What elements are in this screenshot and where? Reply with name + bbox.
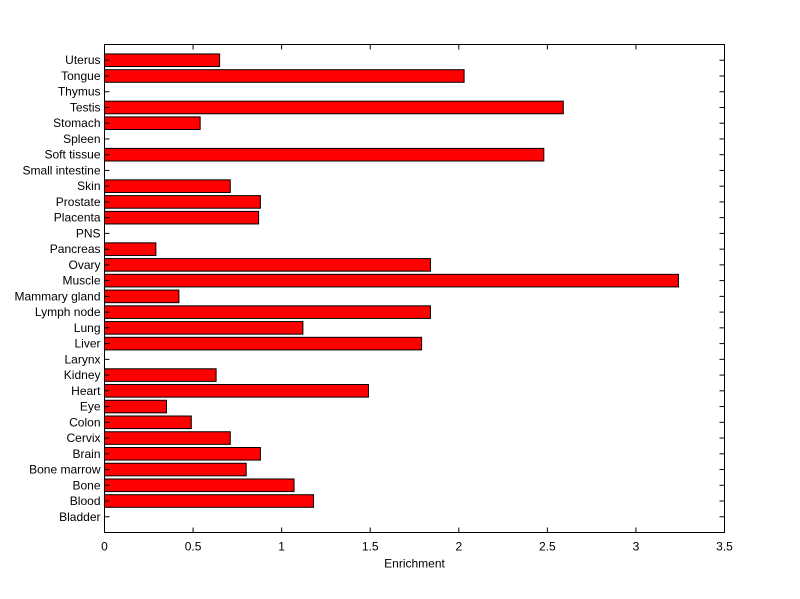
y-tick-label: Uterus [65,53,100,67]
y-tick-label: PNS [76,226,101,240]
bar-mammary-gland [104,289,180,304]
bar-soft-tissue [104,147,545,162]
x-tick-label: 2.5 [539,540,556,554]
y-tick-label: Testis [70,100,101,114]
bar-muscle [104,273,679,288]
y-tick-label: Lung [74,321,101,335]
bar-skin [104,179,231,193]
y-tick-label: Liver [74,337,100,351]
bars-group [104,53,679,508]
y-tick-label: Stomach [53,116,100,130]
y-tick-label: Ovary [68,258,100,272]
y-tick-label: Eye [80,400,101,414]
x-tick-label: 2 [455,540,462,554]
y-tick-label: Cervix [66,431,100,445]
bar-lung [104,321,304,335]
x-axis-label: Enrichment [384,557,445,571]
x-tick-label: 0.5 [185,540,202,554]
y-tick-label: Brain [72,447,100,461]
bar-bone-marrow [104,462,247,477]
bar-eye [104,399,167,414]
y-tick-label: Bone marrow [29,463,101,477]
y-tick-label: Lymph node [35,305,101,319]
y-tick-label: Heart [71,384,101,398]
y-tick-label: Bladder [59,510,100,524]
y-tick-label: Blood [70,494,101,508]
y-tick-label: Colon [69,415,100,429]
bar-heart [104,384,369,398]
x-tick-label: 3.5 [716,540,733,554]
x-tick-label: 1.5 [362,540,379,554]
y-tick-label: Placenta [54,211,101,225]
y-tick-label: Pancreas [50,242,101,256]
bar-testis [104,100,564,115]
bar-liver [104,336,423,351]
bar-tongue [104,69,465,83]
y-tick-label: Skin [77,179,100,193]
y-tick-label: Prostate [56,195,101,209]
y-tick-label: Larynx [64,352,100,366]
bar-prostate [104,195,261,209]
y-tick-label: Small intestine [22,163,100,177]
bar-ovary [104,258,431,272]
bar-placenta [104,210,260,225]
bar-kidney [104,368,217,382]
x-tick-label: 3 [633,540,640,554]
y-tick-label: Mammary gland [14,289,100,303]
y-tick-label: Bone [72,478,100,492]
bar-cervix [104,431,231,445]
bar-colon [104,415,192,430]
bar-lymph-node [104,305,431,319]
y-tick-label: Kidney [64,368,101,382]
bar-pancreas [104,242,157,256]
y-tick-label: Soft tissue [44,148,100,162]
axes-frame [104,44,725,533]
bar-bone [104,478,295,493]
bar-uterus [104,53,221,68]
x-tick-label: 0 [101,540,108,554]
bar-blood [104,494,315,508]
bar-brain [104,446,261,461]
y-tick-label: Thymus [58,85,101,99]
y-tick-label: Tongue [61,69,101,83]
x-tick-label: 1 [278,540,285,554]
y-tick-label: Spleen [63,132,100,146]
bar-stomach [104,116,201,131]
y-tick-label: Muscle [62,274,100,288]
